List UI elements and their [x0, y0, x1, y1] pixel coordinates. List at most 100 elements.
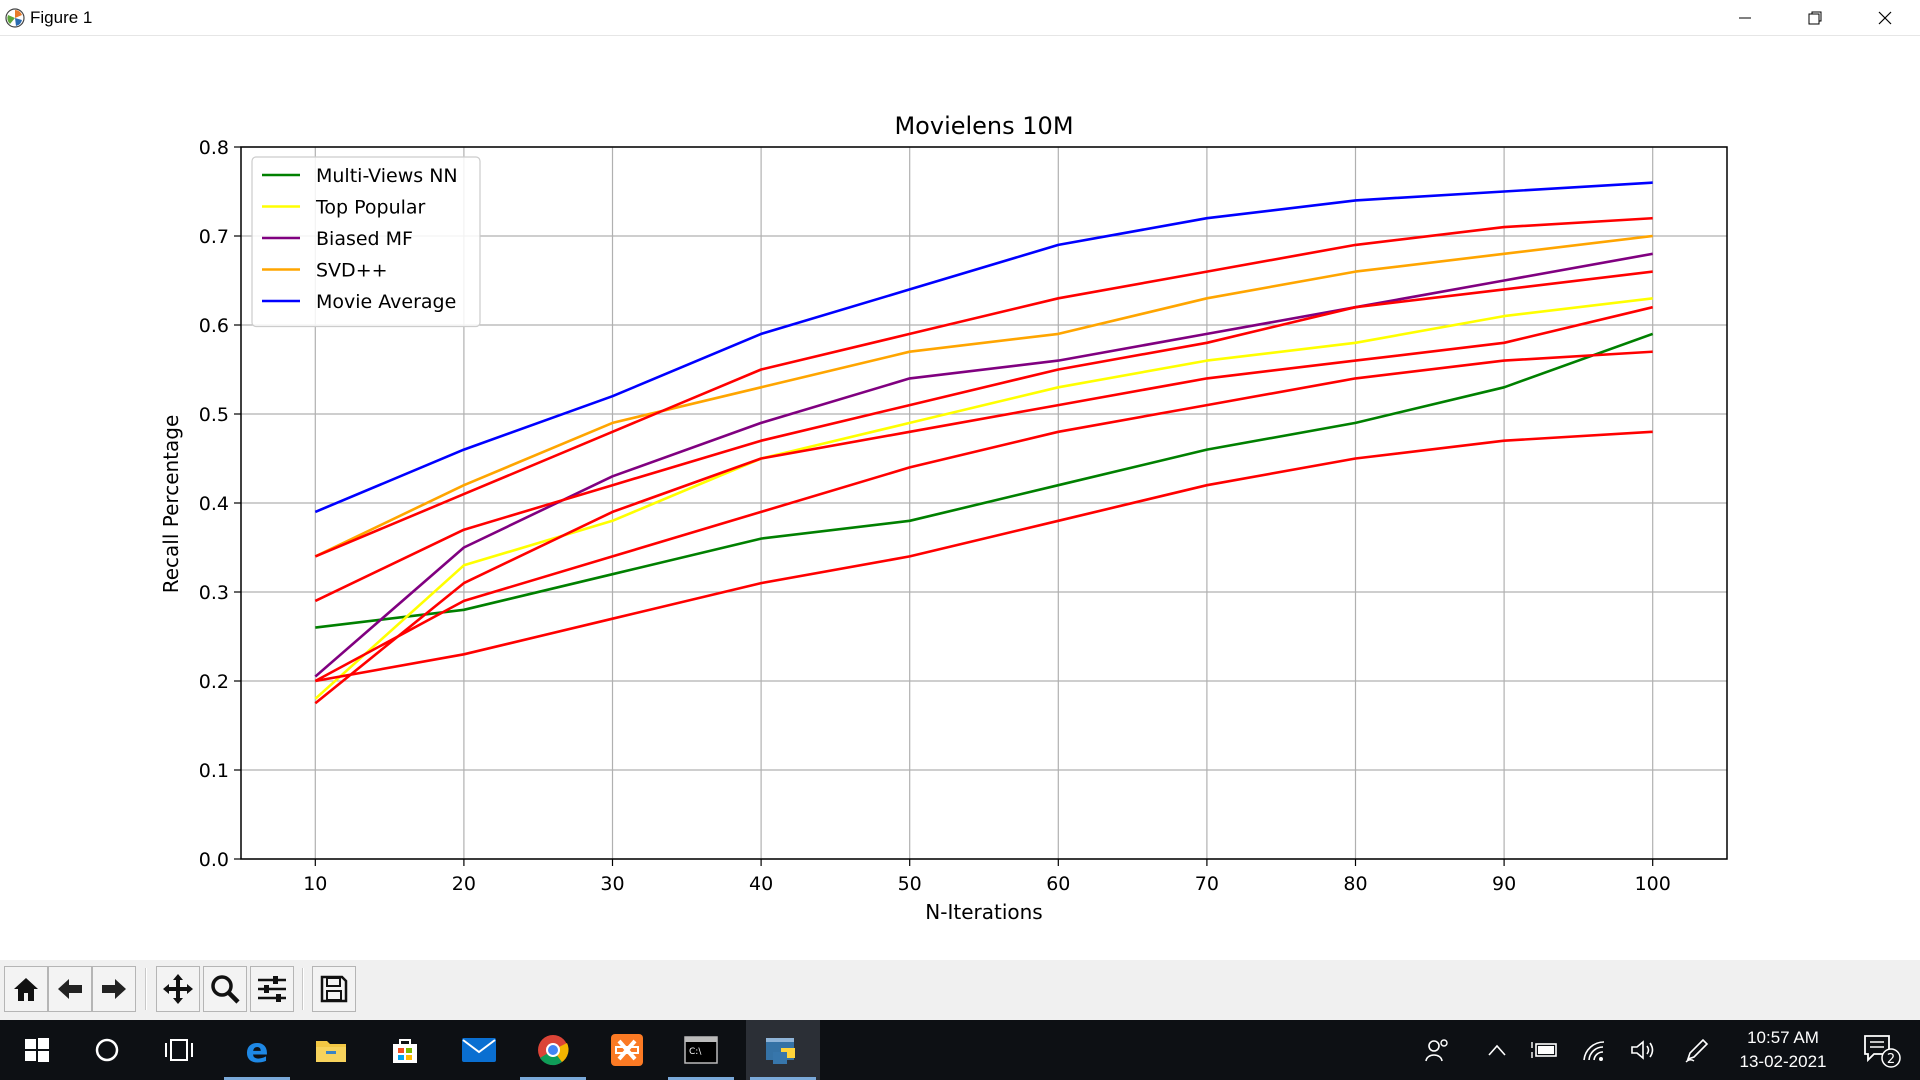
title-bar: Figure 1 [0, 0, 1920, 36]
python-icon [766, 1038, 795, 1064]
y-axis-label: Recall Percentage [159, 415, 183, 594]
save-button[interactable] [312, 966, 356, 1012]
configure-subplots-button[interactable] [250, 966, 294, 1012]
y-tick-label: 0.6 [199, 315, 229, 337]
y-tick-label: 0.1 [199, 760, 229, 782]
running-indicator [668, 1077, 734, 1080]
home-button[interactable] [4, 966, 48, 1012]
restore-button[interactable] [1780, 0, 1850, 36]
x-tick-label: 10 [303, 873, 327, 895]
notification-count: 2 [1887, 1052, 1895, 1067]
show-hidden-icons-button[interactable] [1474, 1020, 1520, 1080]
legend-label: Movie Average [316, 291, 456, 313]
forward-button[interactable] [92, 966, 136, 1012]
y-tick-label: 0.5 [199, 404, 229, 426]
back-button[interactable] [48, 966, 92, 1012]
y-tick-label: 0.4 [199, 493, 229, 515]
zoom-button[interactable] [203, 966, 247, 1012]
speaker-icon [1631, 1040, 1654, 1060]
pen-workspace-icon [1685, 1038, 1709, 1063]
battery-button[interactable] [1522, 1020, 1568, 1080]
chart-title: Movielens 10M [894, 112, 1073, 140]
microsoft-store-icon [393, 1039, 417, 1063]
running-indicator [224, 1077, 290, 1080]
minimize-icon [1739, 17, 1751, 19]
legend-label: Top Popular [315, 197, 426, 219]
start-icon [25, 1038, 49, 1062]
series-line-7 [314, 270, 1653, 603]
svg-text:C:\: C:\ [689, 1047, 702, 1057]
legend-box [251, 156, 481, 328]
x-tick-label: 70 [1195, 873, 1219, 895]
series-lines [314, 181, 1654, 705]
running-indicator [750, 1077, 816, 1080]
people-button[interactable] [1414, 1020, 1460, 1080]
x-tick-label: 60 [1046, 873, 1070, 895]
save-icon [320, 975, 348, 1003]
x-tick-label: 30 [600, 873, 624, 895]
y-tick-label: 0.3 [199, 582, 229, 604]
toolbar-separator [145, 968, 147, 1010]
running-indicator [520, 1077, 586, 1080]
series-line-1 [315, 332, 1654, 629]
xampp-icon [611, 1034, 643, 1066]
chrome-icon [538, 1035, 569, 1066]
series-line-5 [314, 181, 1653, 514]
taskbar-app-command-prompt[interactable]: C:\ [664, 1020, 738, 1080]
notification-icon: 2 [1864, 1035, 1901, 1068]
x-axis-label: N-Iterations [925, 900, 1042, 924]
mail-icon [462, 1038, 496, 1062]
figure-canvas[interactable]: 10 20 30 40 50 60 70 80 90 100 0.0 0.1 0.2 0.3 0.4 0.5 0… [0, 36, 1920, 960]
chevron-up-icon [1488, 1044, 1506, 1056]
action-center-button[interactable]: 2 [1852, 1020, 1912, 1080]
series-line-10 [315, 430, 1653, 683]
series-line-9 [314, 350, 1653, 683]
taskbar-app-edge[interactable]: e [220, 1020, 294, 1080]
y-tick-label: 0.8 [199, 137, 229, 159]
network-button[interactable] [1572, 1020, 1618, 1080]
search-icon [95, 1038, 119, 1062]
wifi-icon [1583, 1041, 1605, 1061]
minimize-button[interactable] [1710, 0, 1780, 36]
task-view-button[interactable] [142, 1020, 216, 1080]
pen-button[interactable] [1674, 1020, 1720, 1080]
clock-time: 10:57 AM [1747, 1028, 1819, 1047]
pan-button[interactable] [156, 966, 200, 1012]
file-explorer-icon [316, 1041, 346, 1062]
x-tick-label: 90 [1492, 873, 1516, 895]
series-line-8 [314, 305, 1654, 705]
toolbar-separator [302, 968, 304, 1010]
task-view-icon [165, 1039, 193, 1061]
navigation-toolbar [0, 960, 1920, 1020]
people-icon [1425, 1039, 1448, 1062]
y-tick-label: 0.7 [199, 226, 229, 248]
search-button[interactable] [70, 1020, 144, 1080]
legend: Multi-Views NN Top Popular Biased MF SVD++ M… [251, 156, 481, 328]
x-tick-label: 20 [452, 873, 476, 895]
legend-label: Biased MF [316, 228, 413, 250]
svg-text:e: e [245, 1033, 268, 1067]
taskbar: e C:\ 10:57 AM 13-02-20 [0, 1020, 1920, 1080]
volume-button[interactable] [1620, 1020, 1666, 1080]
x-tick-label: 40 [749, 873, 773, 895]
taskbar-app-mail[interactable] [442, 1020, 516, 1080]
clock[interactable]: 10:57 AM 13-02-2021 [1718, 1026, 1848, 1074]
taskbar-app-store[interactable] [368, 1020, 442, 1080]
start-button[interactable] [0, 1020, 74, 1080]
taskbar-app-python[interactable] [746, 1020, 820, 1080]
close-button[interactable] [1850, 0, 1920, 36]
x-tick-label: 80 [1343, 873, 1367, 895]
taskbar-app-xampp[interactable] [590, 1020, 664, 1080]
figure-window: Figure 1 10 20 30 40 50 60 70 80 90 100 0.0 0.1 0.2 0… [0, 0, 1920, 1020]
x-tick-label: 50 [898, 873, 922, 895]
taskbar-app-chrome[interactable] [516, 1020, 590, 1080]
legend-label: SVD++ [316, 260, 388, 282]
matplotlib-app-icon [5, 8, 25, 28]
series-line-6 [314, 216, 1653, 558]
legend-label: Multi-Views NN [316, 165, 458, 187]
command-prompt-icon: C:\ [684, 1036, 718, 1064]
clock-date: 13-02-2021 [1739, 1052, 1827, 1071]
taskbar-app-file-explorer[interactable] [294, 1020, 368, 1080]
y-tick-label: 0.0 [199, 849, 229, 871]
line-chart: 10 20 30 40 50 60 70 80 90 100 0.0 0.1 0.2 0.3 0.4 0.5 0… [159, 112, 1728, 924]
